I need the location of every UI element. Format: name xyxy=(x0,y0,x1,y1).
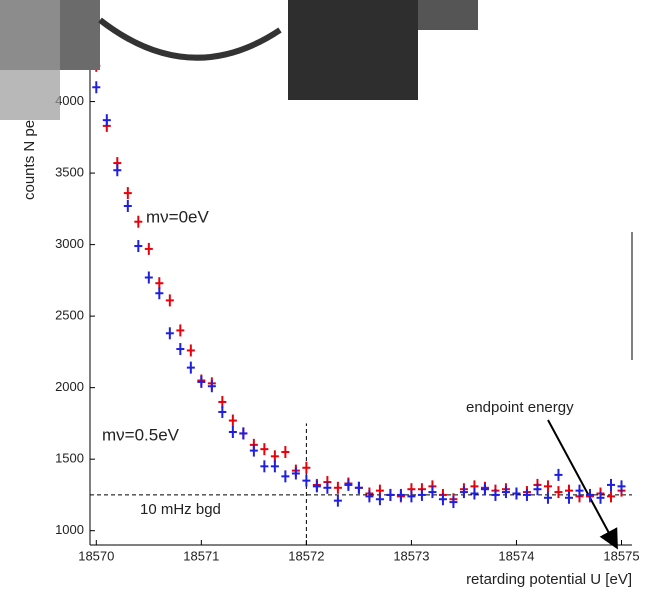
data-point xyxy=(144,271,153,284)
data-point xyxy=(575,484,584,497)
data-point xyxy=(260,443,269,456)
data-point xyxy=(155,287,164,300)
data-point xyxy=(491,488,500,501)
annotation: endpoint energy xyxy=(466,399,574,416)
data-point xyxy=(270,460,279,473)
data-point xyxy=(438,493,447,506)
x-tick-label: 18572 xyxy=(288,548,324,563)
data-point xyxy=(333,494,342,507)
y-tick-label: 3000 xyxy=(55,236,84,251)
data-point xyxy=(470,487,479,500)
data-point xyxy=(554,486,563,499)
data-point xyxy=(564,491,573,504)
data-point xyxy=(155,277,164,290)
data-point xyxy=(123,187,132,200)
x-axis-title: retarding potential U [eV] xyxy=(466,571,632,588)
y-tick-label: 1000 xyxy=(55,522,84,537)
data-point xyxy=(459,486,468,499)
data-point xyxy=(512,487,521,500)
x-tick-label: 18574 xyxy=(498,548,534,563)
data-point xyxy=(312,480,321,493)
y-axis-title: counts N pe xyxy=(21,120,38,200)
data-point xyxy=(144,242,153,255)
annotation: mν=0eV xyxy=(146,207,209,226)
data-point xyxy=(617,480,626,493)
data-point xyxy=(260,460,269,473)
data-point xyxy=(176,343,185,356)
annotation: 10 mHz bgd xyxy=(140,501,221,518)
data-point xyxy=(134,215,143,228)
data-point xyxy=(375,493,384,506)
data-point xyxy=(239,427,248,440)
data-point xyxy=(176,324,185,337)
data-point xyxy=(365,490,374,503)
arrow xyxy=(547,419,618,550)
data-point xyxy=(113,164,122,177)
x-tick-label: 18571 xyxy=(183,548,219,563)
data-point xyxy=(585,488,594,501)
data-point xyxy=(165,294,174,307)
data-point xyxy=(522,488,531,501)
x-tick-label: 18575 xyxy=(603,548,639,563)
data-point xyxy=(606,478,615,491)
data-point xyxy=(302,461,311,474)
annotation: mν=0.5eV xyxy=(102,425,180,444)
data-point xyxy=(428,486,437,499)
data-point xyxy=(165,327,174,340)
data-point xyxy=(281,470,290,483)
y-tick-label: 4000 xyxy=(55,93,84,108)
data-point xyxy=(102,114,111,127)
data-point xyxy=(554,468,563,481)
data-point xyxy=(533,483,542,496)
data-point xyxy=(596,491,605,504)
data-point xyxy=(323,481,332,494)
data-point xyxy=(218,395,227,408)
photo-overlay xyxy=(0,0,478,120)
data-point xyxy=(197,375,206,388)
data-point xyxy=(291,467,300,480)
data-point xyxy=(207,380,216,393)
data-point xyxy=(543,480,552,493)
data-point xyxy=(344,478,353,491)
data-point xyxy=(417,488,426,501)
data-point xyxy=(270,450,279,463)
data-point xyxy=(354,481,363,494)
data-point xyxy=(407,490,416,503)
y-tick-label: 2000 xyxy=(55,379,84,394)
data-point xyxy=(218,405,227,418)
data-point xyxy=(228,414,237,427)
x-tick-label: 18570 xyxy=(78,548,114,563)
data-point xyxy=(606,490,615,503)
data-point xyxy=(480,483,489,496)
y-tick-label: 3500 xyxy=(55,165,84,180)
data-point xyxy=(501,486,510,499)
data-point xyxy=(386,488,395,501)
data-point xyxy=(228,425,237,438)
data-point xyxy=(134,240,143,253)
data-point xyxy=(92,81,101,94)
data-point xyxy=(123,199,132,212)
data-point xyxy=(302,474,311,487)
x-tick-label: 18573 xyxy=(393,548,429,563)
data-point xyxy=(186,361,195,374)
data-point xyxy=(543,491,552,504)
data-point xyxy=(186,344,195,357)
y-tick-label: 1500 xyxy=(55,451,84,466)
data-point xyxy=(249,444,258,457)
data-point xyxy=(449,496,458,509)
data-point xyxy=(281,446,290,459)
y-tick-label: 2500 xyxy=(55,308,84,323)
data-point xyxy=(396,488,405,501)
data-point xyxy=(333,481,342,494)
